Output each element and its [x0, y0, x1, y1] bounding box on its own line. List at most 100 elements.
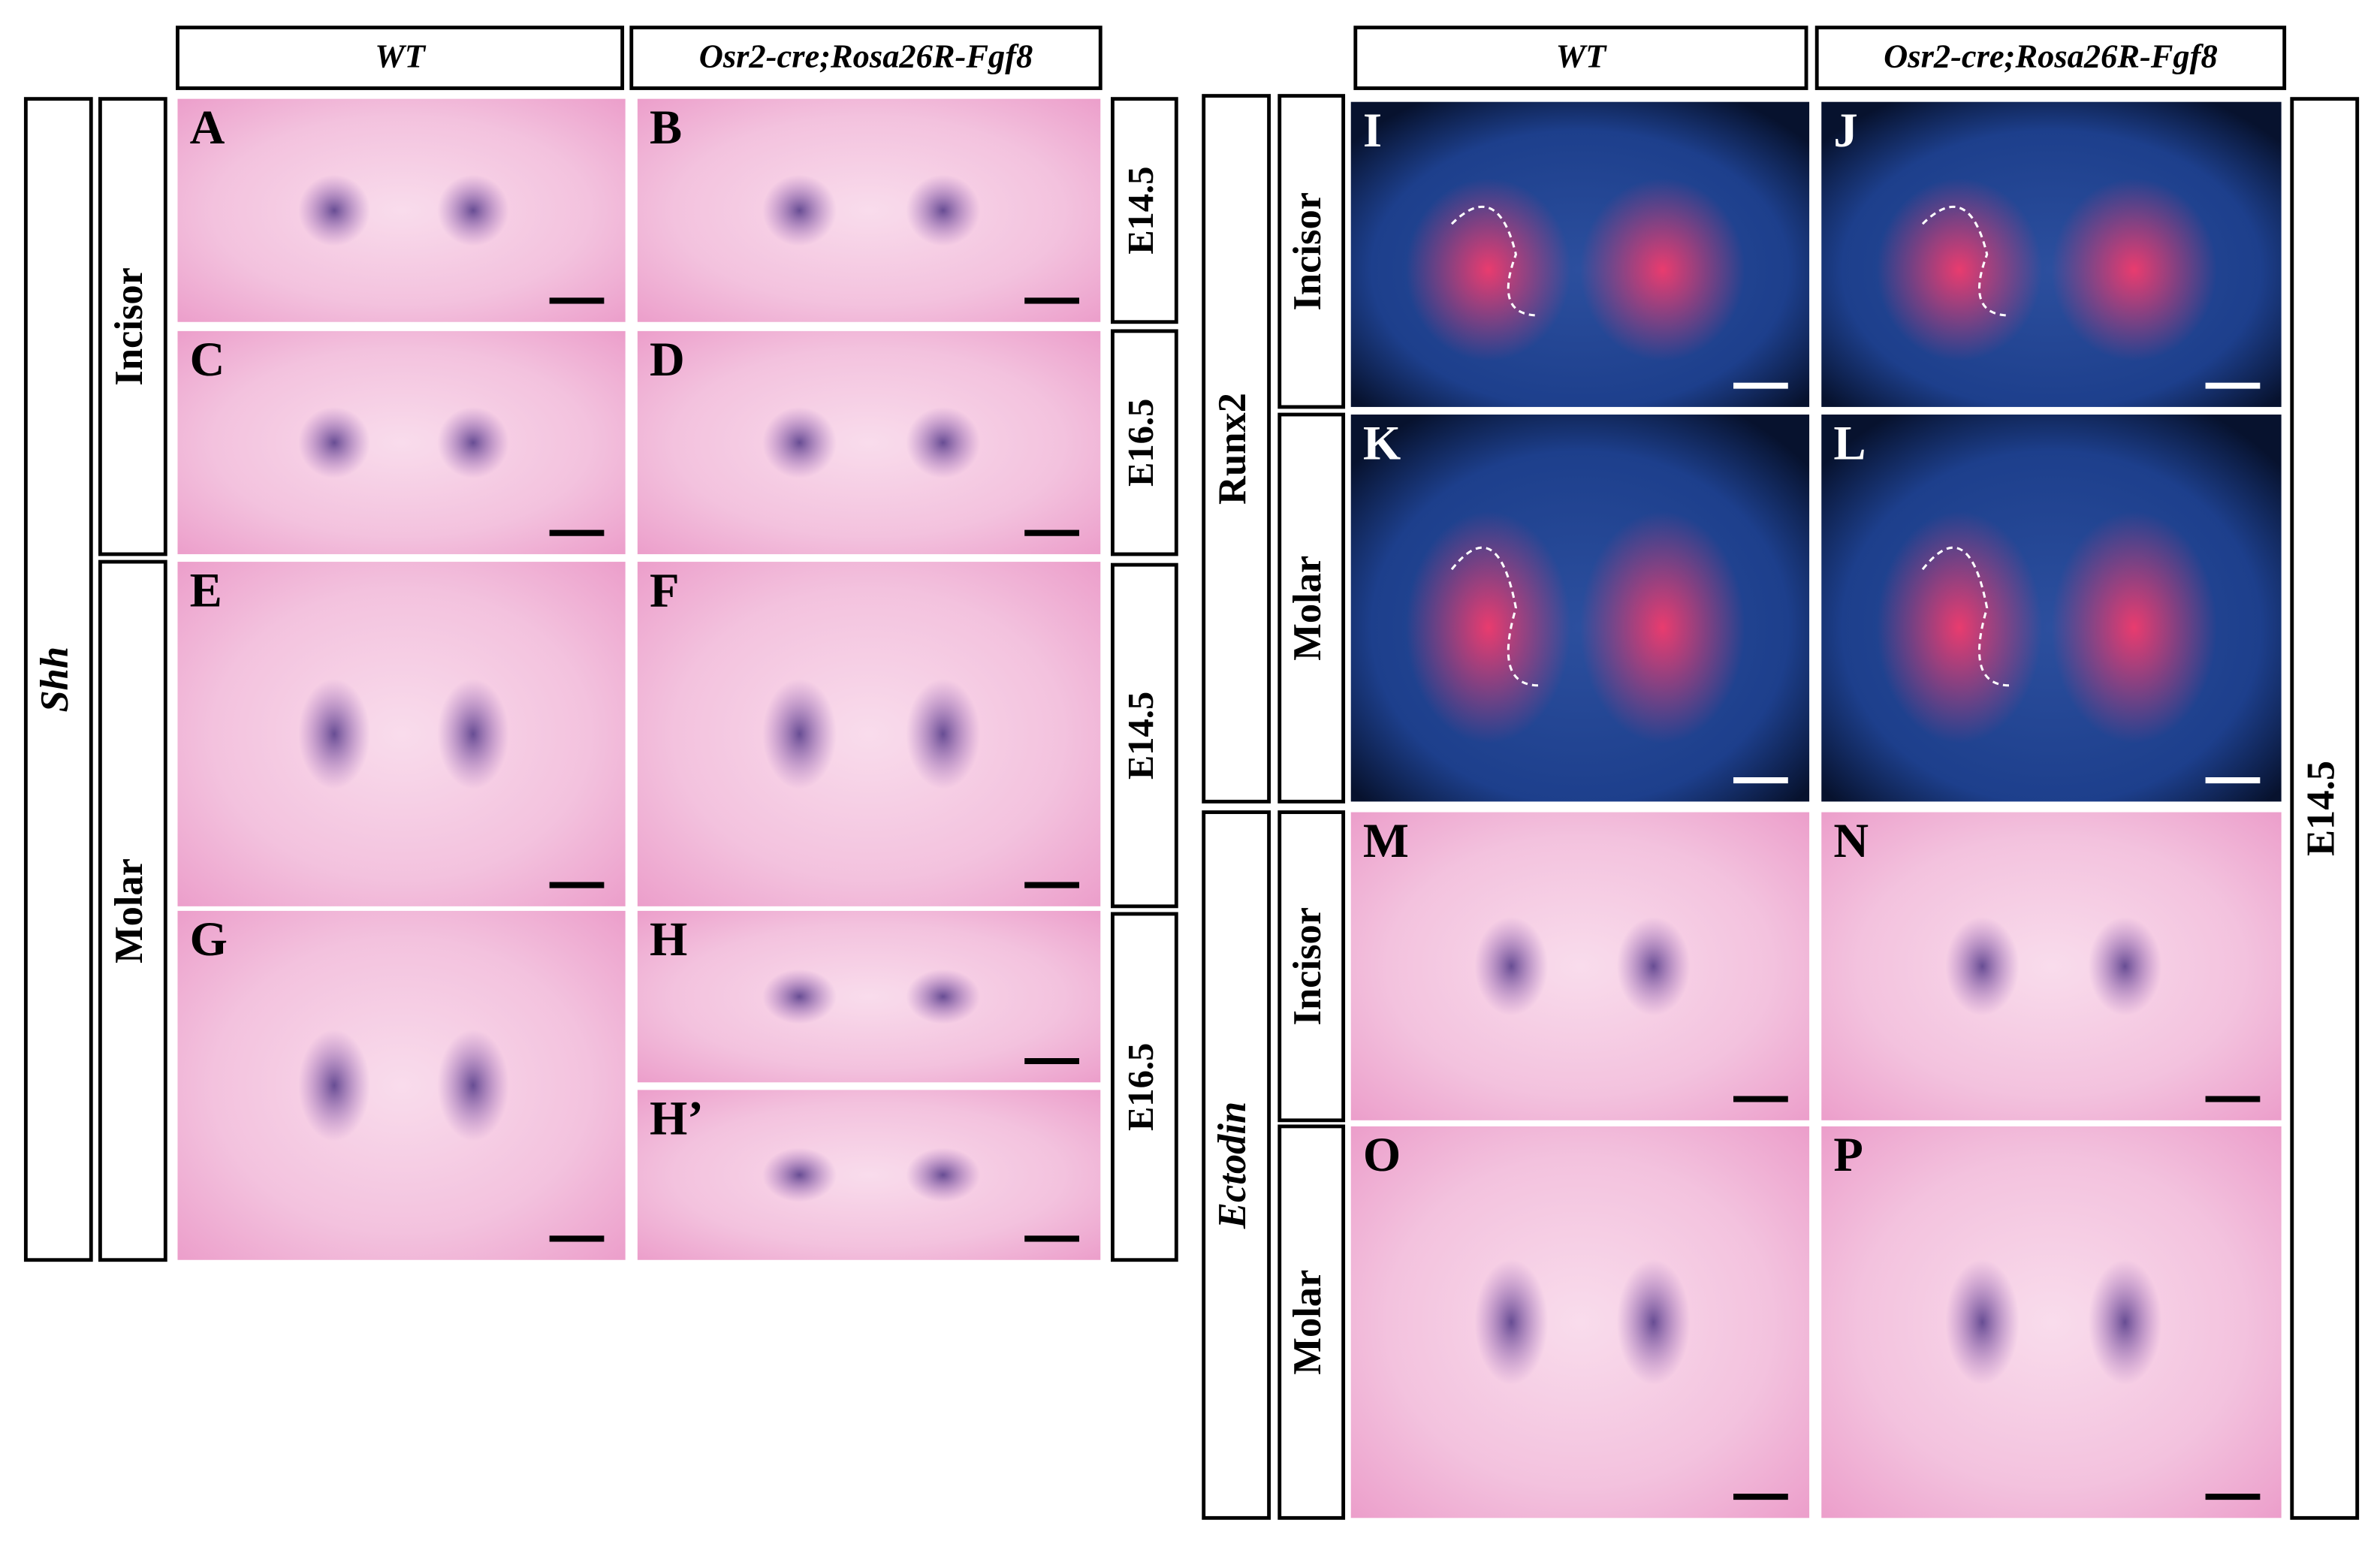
image-panel: B — [637, 98, 1101, 322]
tooth-germ — [298, 679, 370, 789]
label-box — [1111, 562, 1178, 909]
signal — [1579, 178, 1745, 361]
label-box — [1111, 912, 1178, 1262]
image-panel: P — [1821, 1126, 2282, 1518]
label-box — [1111, 97, 1178, 324]
panel-letter: F — [650, 562, 680, 617]
signal — [1405, 178, 1571, 361]
tooth-germ — [762, 1147, 837, 1202]
tooth-germ — [1945, 1259, 2020, 1386]
image-panel: D — [637, 330, 1101, 554]
label-text: Incisor — [107, 267, 151, 386]
signal — [2051, 511, 2217, 744]
image-panel: H’ — [637, 1090, 1101, 1260]
panel-background — [177, 98, 626, 322]
panel-background — [637, 330, 1101, 554]
image-panel: L — [1821, 415, 2282, 802]
tooth-germ — [1616, 1259, 1691, 1386]
panel-letter: J — [1833, 103, 1857, 157]
panel-letter: P — [1833, 1127, 1863, 1181]
tooth-germ — [2088, 1259, 2162, 1386]
tooth-germ — [437, 174, 509, 246]
panel-background — [177, 330, 626, 554]
tooth-germ — [2088, 917, 2162, 1016]
label-box — [1277, 810, 1346, 1123]
panel-background — [637, 98, 1101, 322]
panel-letter: O — [1363, 1127, 1401, 1181]
label-box — [23, 97, 93, 1262]
label-box — [1111, 329, 1178, 556]
image-panel: M — [1350, 812, 1810, 1120]
label-text: Molar — [107, 858, 151, 963]
tooth-germ — [1945, 917, 2020, 1016]
label-box — [176, 26, 625, 90]
tooth-germ — [762, 174, 837, 246]
label-box — [98, 97, 167, 556]
panel-letter: K — [1363, 415, 1401, 469]
tooth-germ — [906, 406, 980, 478]
label-text: Molar — [1286, 1270, 1329, 1375]
label-box — [1277, 1124, 1346, 1520]
label-text: E14.5 — [1121, 167, 1161, 255]
label-box — [629, 26, 1103, 90]
tooth-germ — [906, 1147, 980, 1202]
panel-letter: B — [650, 100, 682, 154]
label-text: Ectodin — [1211, 1102, 1254, 1229]
label-text: E14.5 — [1121, 692, 1161, 780]
image-panel: G — [177, 910, 626, 1260]
panel-letter: M — [1363, 813, 1409, 867]
tooth-germ — [906, 679, 980, 789]
signal — [1579, 511, 1745, 744]
label-text: Incisor — [1286, 907, 1329, 1026]
tooth-germ — [762, 969, 837, 1024]
panel-background — [1350, 812, 1810, 1120]
panel-letter: A — [190, 100, 225, 154]
label-box — [2290, 97, 2360, 1520]
label-text: Osr2-cre;Rosa26R-Fgf8 — [699, 37, 1033, 74]
label-text: Runx2 — [1211, 393, 1254, 505]
outline — [1450, 205, 1539, 317]
outline — [1450, 546, 1539, 687]
tooth-germ — [1474, 917, 1549, 1016]
tooth-germ — [1616, 917, 1691, 1016]
tooth-germ — [437, 406, 509, 478]
image-panel: J — [1821, 101, 2282, 407]
panel-background — [637, 1090, 1101, 1260]
panel-letter: G — [190, 912, 228, 966]
tooth-germ — [298, 406, 370, 478]
panel-background — [637, 562, 1101, 906]
panel-background — [1350, 1126, 1810, 1518]
panel-letter: H’ — [650, 1091, 704, 1145]
panel-background — [1821, 812, 2282, 1120]
image-panel: N — [1821, 812, 2282, 1120]
panel-letter: E — [190, 562, 222, 617]
outline — [1921, 205, 2010, 317]
signal — [2051, 178, 2217, 361]
image-panel: A — [177, 98, 626, 322]
panel-letter: D — [650, 332, 685, 386]
panel-background — [1821, 1126, 2282, 1518]
outline — [1921, 546, 2010, 687]
panel-letter: C — [190, 332, 225, 386]
image-panel: K — [1350, 415, 1810, 802]
label-box — [1202, 94, 1271, 804]
tooth-germ — [1474, 1259, 1549, 1386]
tooth-germ — [298, 1029, 370, 1141]
label-text: WT — [1556, 37, 1608, 74]
image-panel: C — [177, 330, 626, 554]
label-text: Molar — [1286, 556, 1329, 661]
label-text: E16.5 — [1121, 1043, 1161, 1131]
image-panel: E — [177, 562, 626, 906]
label-box — [1353, 26, 1808, 90]
label-text: E14.5 — [2299, 761, 2342, 856]
label-text: E16.5 — [1121, 399, 1161, 487]
tooth-germ — [762, 406, 837, 478]
label-box — [1277, 94, 1346, 409]
tooth-germ — [906, 969, 980, 1024]
panel-background — [177, 562, 626, 906]
label-text: Osr2-cre;Rosa26R-Fgf8 — [1884, 37, 2218, 74]
label-text: Incisor — [1286, 192, 1329, 311]
label-box — [1277, 412, 1346, 804]
label-box — [98, 559, 167, 1262]
